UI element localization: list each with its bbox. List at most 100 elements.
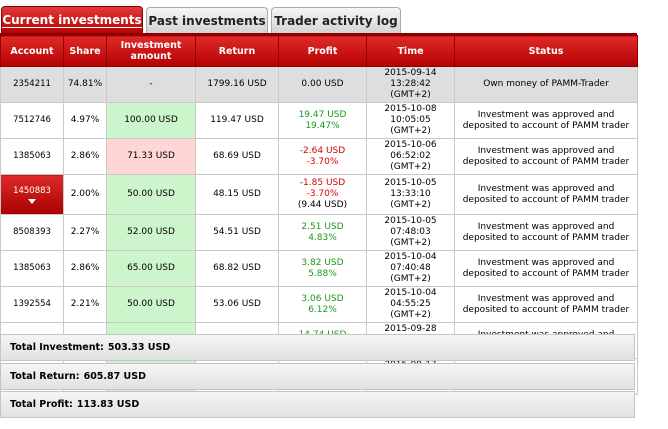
total-return-label: Total Return: bbox=[10, 371, 80, 382]
time-cell: 2015-10-04 07:40:48 (GMT+2) bbox=[366, 250, 455, 287]
status-line: deposited to account of PAMM trader bbox=[462, 232, 630, 243]
table-row[interactable]: 1385063 2.86% 71.33 USD 68.69 USD -2.64 USD -… bbox=[0, 138, 638, 175]
account-cell: 1385063 bbox=[0, 250, 64, 287]
time-zone: (GMT+2) bbox=[390, 274, 431, 284]
profit-percent: -3.70% bbox=[306, 189, 339, 199]
profit-cell: -1.85 USD -3.70% (9.44 USD) bbox=[278, 174, 367, 215]
profit-extra: (9.44 USD) bbox=[297, 200, 348, 210]
tab-bar: Current investments Past investments Tra… bbox=[0, 0, 668, 34]
profit-amount: 3.06 USD bbox=[301, 293, 344, 304]
profit-amount: 2.51 USD bbox=[301, 221, 344, 232]
status-line: Investment was approved and bbox=[477, 257, 615, 268]
share-cell: 2.00% bbox=[63, 174, 107, 215]
amount-cell: 65.00 USD bbox=[106, 250, 196, 287]
table-row[interactable]: 1450883 2.00% 50.00 USD 48.15 USD -1.85 USD -… bbox=[0, 174, 638, 215]
profit-amount: 19.47 USD bbox=[298, 109, 347, 120]
status-cell: Own money of PAMM-Trader bbox=[454, 66, 638, 103]
status-line: deposited to account of PAMM trader bbox=[462, 120, 630, 131]
total-return-value: 605.87 USD bbox=[83, 371, 146, 382]
header-label: Investment amount bbox=[120, 40, 182, 62]
time-cell: 2015-09-14 13:28:42 (GMT+2) bbox=[366, 66, 455, 103]
profit-amount: -2.64 USD bbox=[299, 145, 346, 156]
amount-cell: 50.00 USD bbox=[106, 286, 196, 323]
table-row-owner: 2354211 74.81% - 1799.16 USD 0.00 USD 20… bbox=[0, 66, 638, 103]
status-line: deposited to account of PAMM trader bbox=[462, 304, 630, 315]
time-zone: (GMT+2) bbox=[390, 238, 431, 248]
time-date: 2015-10-06 06:52:02 bbox=[384, 140, 437, 161]
tab-underline bbox=[0, 33, 637, 35]
status-line: deposited to account of PAMM trader bbox=[462, 194, 630, 205]
time-zone: (GMT+2) bbox=[390, 90, 431, 100]
column-header-investment-amount[interactable]: Investment amount bbox=[106, 35, 196, 67]
status-line: deposited to account of PAMM trader bbox=[462, 268, 630, 279]
amount-cell: - bbox=[106, 66, 196, 103]
time-cell: 2015-10-05 13:33:10 (GMT+2) bbox=[366, 174, 455, 215]
time-cell: 2015-10-05 07:48:03 (GMT+2) bbox=[366, 214, 455, 251]
account-cell: 1385063 bbox=[0, 138, 64, 175]
return-cell: 48.15 USD bbox=[195, 174, 279, 215]
share-cell: 2.21% bbox=[63, 286, 107, 323]
account-cell: 7512746 bbox=[0, 102, 64, 139]
table-row[interactable]: 7512746 4.97% 100.00 USD 119.47 USD 19.47 US… bbox=[0, 102, 638, 139]
time-cell: 2015-10-08 10:05:05 (GMT+2) bbox=[366, 102, 455, 139]
time-date: 2015-10-05 13:33:10 bbox=[384, 178, 437, 199]
total-profit-value: 113.83 USD bbox=[76, 399, 140, 410]
tab-past-investments[interactable]: Past investments bbox=[146, 7, 268, 33]
share-cell: 74.81% bbox=[63, 66, 107, 103]
total-investment-value: 503.33 USD bbox=[107, 342, 171, 353]
time-date: 2015-10-04 07:40:48 bbox=[384, 252, 437, 273]
time-date: 2015-10-04 04:55:25 bbox=[384, 288, 437, 309]
account-cell: 1392554 bbox=[0, 286, 64, 323]
time-zone: (GMT+2) bbox=[390, 310, 431, 320]
status-line: Investment was approved and bbox=[477, 109, 615, 120]
status-line: Investment was approved and bbox=[477, 293, 615, 304]
profit-amount: -1.85 USD bbox=[299, 178, 346, 188]
amount-cell: 50.00 USD bbox=[106, 174, 196, 215]
caret-down-icon[interactable] bbox=[28, 198, 36, 204]
profit-cell: 3.06 USD 6.12% bbox=[278, 286, 367, 323]
tab-trader-activity-log[interactable]: Trader activity log bbox=[271, 7, 401, 33]
return-cell: 68.82 USD bbox=[195, 250, 279, 287]
column-header-time[interactable]: Time bbox=[366, 35, 455, 67]
profit-cell: 0.00 USD bbox=[278, 66, 367, 103]
tab-current-investments[interactable]: Current investments bbox=[1, 6, 143, 34]
tab-label: Trader activity log bbox=[274, 13, 398, 28]
profit-cell: 19.47 USD 19.47% bbox=[278, 102, 367, 139]
table-header-row: Account Share Investment amount Return P… bbox=[0, 35, 638, 67]
account-number: 1450883 bbox=[13, 185, 51, 196]
profit-amount: 3.82 USD bbox=[301, 257, 344, 268]
total-return-bar: Total Return: 605.87 USD bbox=[0, 363, 635, 390]
time-date: 2015-09-14 13:28:42 bbox=[384, 68, 437, 89]
column-header-share[interactable]: Share bbox=[63, 35, 107, 67]
profit-cell: 3.82 USD 5.88% bbox=[278, 250, 367, 287]
time-cell: 2015-10-06 06:52:02 (GMT+2) bbox=[366, 138, 455, 175]
return-cell: 119.47 USD bbox=[195, 102, 279, 139]
total-profit-label: Total Profit: bbox=[10, 399, 73, 410]
amount-cell: 100.00 USD bbox=[106, 102, 196, 139]
profit-percent: 6.12% bbox=[308, 304, 337, 315]
profit-cell: 2.51 USD 4.83% bbox=[278, 214, 367, 251]
account-cell-selected[interactable]: 1450883 bbox=[0, 174, 64, 215]
status-line: Investment was approved and bbox=[477, 145, 615, 156]
account-cell: 8508393 bbox=[0, 214, 64, 251]
total-investment-label: Total Investment: bbox=[10, 342, 104, 353]
total-investment-bar: Total Investment: 503.33 USD bbox=[0, 334, 635, 361]
share-cell: 4.97% bbox=[63, 102, 107, 139]
column-header-account[interactable]: Account bbox=[0, 35, 64, 67]
time-date: 2015-10-08 10:05:05 bbox=[384, 104, 437, 125]
table-row[interactable]: 1385063 2.86% 65.00 USD 68.82 USD 3.82 USD 5.… bbox=[0, 250, 638, 287]
column-header-profit[interactable]: Profit bbox=[278, 35, 367, 67]
profit-cell: -2.64 USD -3.70% bbox=[278, 138, 367, 175]
status-line: deposited to account of PAMM trader bbox=[462, 156, 630, 167]
return-cell: 54.51 USD bbox=[195, 214, 279, 251]
table-row[interactable]: 8508393 2.27% 52.00 USD 54.51 USD 2.51 USD 4.… bbox=[0, 214, 638, 251]
column-header-return[interactable]: Return bbox=[195, 35, 279, 67]
table-row[interactable]: 1392554 2.21% 50.00 USD 53.06 USD 3.06 USD 6.… bbox=[0, 286, 638, 323]
amount-cell: 71.33 USD bbox=[106, 138, 196, 175]
profit-percent: 5.88% bbox=[308, 268, 337, 279]
column-header-status[interactable]: Status bbox=[454, 35, 638, 67]
